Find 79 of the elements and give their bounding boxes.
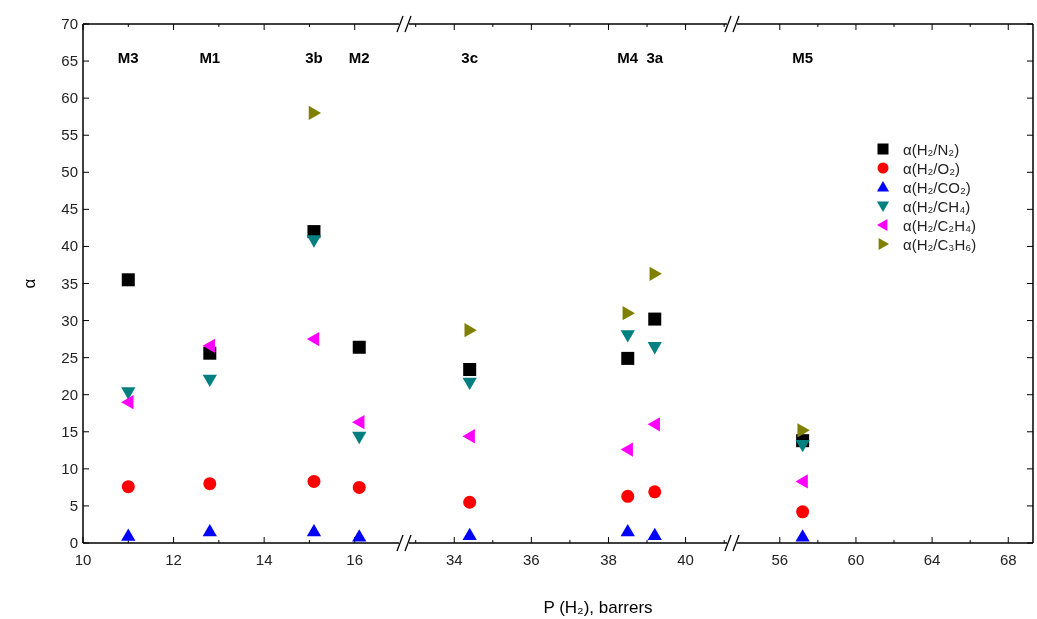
point	[121, 394, 134, 410]
x-tick-label: 14	[255, 551, 273, 568]
y-axis-title: α	[20, 278, 39, 289]
x-tick-label: 34	[445, 551, 463, 568]
x-tick-label: 64	[923, 551, 941, 568]
point	[647, 342, 662, 355]
x-tick-label: 60	[847, 551, 865, 568]
x-tick-label: 68	[999, 551, 1017, 568]
y-tick-label: 70	[61, 15, 78, 32]
y-tick-label: 55	[61, 126, 78, 144]
point	[620, 523, 635, 537]
annotation: M2	[348, 49, 370, 66]
legend-label: α(H₂/N₂)	[903, 141, 960, 158]
point	[308, 105, 322, 121]
point	[621, 351, 635, 365]
x-axis-title: P (H₂), barrers	[543, 598, 653, 617]
point	[621, 489, 635, 503]
point	[306, 331, 320, 347]
legend-label: α(H₂/CH₄)	[903, 198, 971, 215]
point	[648, 485, 662, 499]
point	[620, 330, 635, 343]
annotation: M5	[792, 49, 814, 66]
point	[620, 442, 633, 457]
legend-label: α(H₂/CO₂)	[903, 179, 971, 196]
y-tick-label: 20	[61, 385, 78, 403]
x-tick-label: 56	[771, 551, 789, 568]
point	[464, 323, 477, 338]
y-tick-label: 65	[61, 52, 78, 70]
point	[203, 477, 217, 491]
y-tick-label: 50	[61, 163, 78, 181]
point	[307, 474, 321, 488]
point	[352, 431, 367, 445]
annotation: 3c	[461, 49, 479, 66]
point	[202, 523, 217, 537]
y-tick-label: 35	[61, 274, 78, 292]
annotation: M1	[199, 49, 221, 66]
point	[352, 480, 366, 494]
point	[306, 235, 322, 248]
y-tick-label: 15	[61, 422, 78, 440]
y-tick-label: 40	[61, 237, 78, 255]
point	[306, 523, 322, 537]
point	[647, 527, 662, 541]
point	[202, 374, 217, 388]
point	[121, 528, 136, 541]
y-tick-label: 10	[61, 459, 78, 477]
legend-label: α(H₂/C₃H₆)	[903, 236, 977, 253]
x-tick-label: 12	[165, 551, 182, 568]
x-tick-label: 38	[600, 551, 617, 568]
y-tick-label: 25	[61, 348, 78, 366]
x-tick-label: 36	[523, 551, 540, 568]
point	[202, 338, 215, 353]
point	[462, 429, 475, 444]
point	[121, 480, 135, 494]
y-tick-label: 30	[61, 311, 78, 329]
annotation: 3b	[305, 49, 323, 66]
point	[622, 306, 635, 321]
point	[462, 377, 477, 390]
point	[352, 415, 365, 430]
point	[352, 340, 366, 354]
point	[647, 417, 660, 432]
y-tick-label: 45	[61, 200, 78, 218]
annotation: M4	[617, 49, 639, 66]
point	[649, 266, 662, 282]
point	[463, 363, 477, 377]
x-tick-label: 16	[346, 551, 364, 568]
point	[352, 529, 367, 542]
point	[121, 273, 135, 287]
point	[648, 312, 662, 326]
point	[463, 495, 477, 509]
x-tick-label: 40	[677, 551, 694, 568]
y-tick-label: 0	[69, 534, 78, 551]
legend-label: α(H₂/C₂H₄)	[903, 217, 977, 234]
legend-label: α(H₂/O₂)	[903, 160, 960, 177]
annotation: M3	[117, 49, 139, 66]
annotation: 3a	[646, 49, 664, 66]
y-tick-label: 5	[69, 496, 78, 514]
point	[462, 527, 477, 541]
point	[121, 387, 136, 400]
y-tick-label: 60	[61, 89, 78, 107]
